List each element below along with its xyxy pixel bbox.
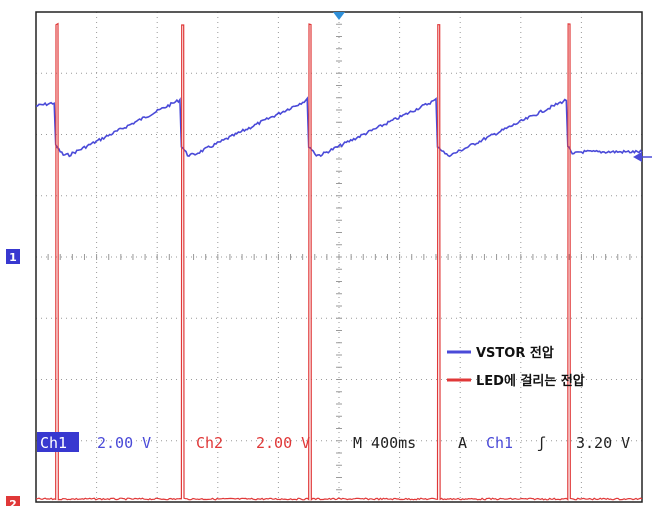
ch2-scale: 2.00 V <box>256 434 310 452</box>
ch2-marker: 2 <box>6 496 20 506</box>
legend: VSTOR 전압 LED에 걸리는 전압 <box>447 345 585 389</box>
legend-label-led: LED에 걸리는 전압 <box>476 373 585 389</box>
ch2-marker-label: 2 <box>9 498 17 506</box>
ch1-label: Ch1 <box>40 434 67 452</box>
ch1-label-box <box>37 432 79 452</box>
trace-vstor <box>36 96 643 158</box>
timebase: M 400ms <box>353 434 416 452</box>
ch1-marker-label: 1 <box>9 251 17 264</box>
trigger-slope-icon: ʃ <box>537 434 546 452</box>
trigger-level-icon <box>633 152 642 162</box>
ch1-marker: 1 <box>6 249 20 264</box>
ch2-label: Ch2 <box>196 434 223 452</box>
trace-led <box>35 22 643 502</box>
ch1-scale: 2.00 V <box>97 434 151 452</box>
traces <box>35 22 643 502</box>
status-bar: Ch1 2.00 V Ch2 2.00 V M 400ms A Ch1 ʃ 3.… <box>37 432 630 452</box>
legend-label-vstor: VSTOR 전압 <box>476 345 554 361</box>
trigger-level: 3.20 V <box>576 434 630 452</box>
trigger-position-icon <box>333 12 345 20</box>
trigger-source: Ch1 <box>486 434 513 452</box>
trigger-mode: A <box>458 434 467 452</box>
graticule <box>35 11 643 503</box>
